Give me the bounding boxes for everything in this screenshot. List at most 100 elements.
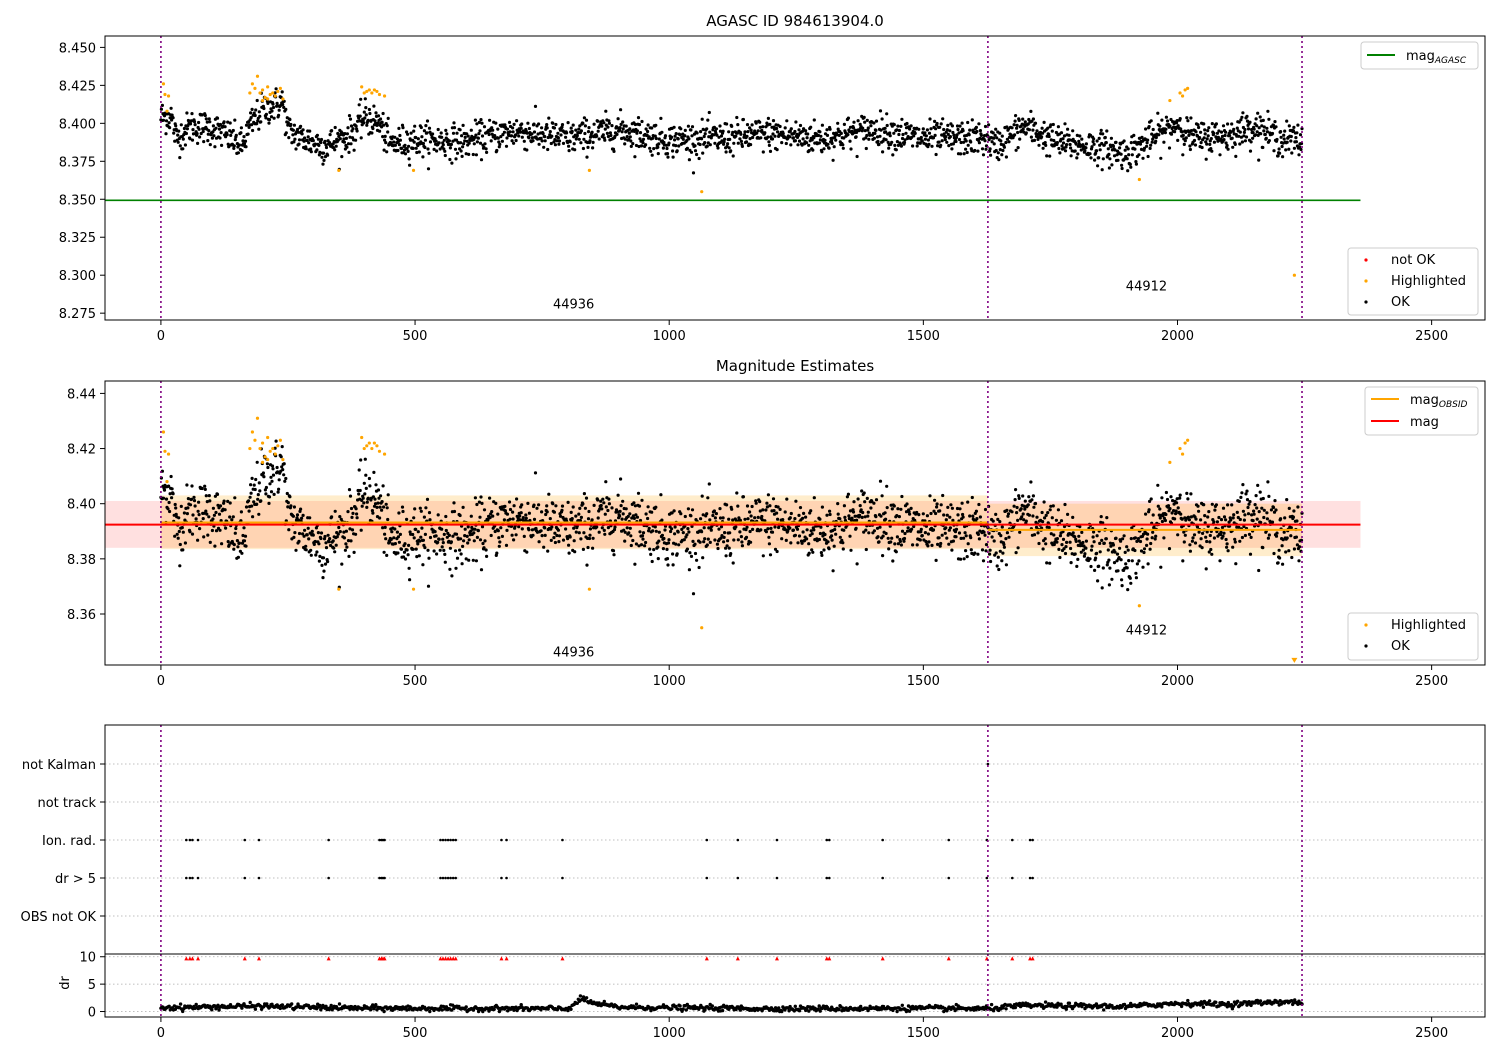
ok-point [383, 134, 387, 138]
ok-point [1098, 148, 1102, 152]
ok-point [397, 540, 401, 544]
ok-point [1231, 145, 1235, 149]
ok-point [218, 528, 222, 532]
ok-point [1158, 507, 1162, 511]
ok-point [687, 530, 691, 534]
ok-point [191, 128, 195, 132]
ok-point [427, 510, 432, 515]
ok-point [274, 439, 278, 443]
ok-point [510, 139, 514, 143]
ok-point [785, 119, 789, 123]
ok-point [348, 494, 353, 498]
ok-point [639, 543, 644, 547]
ok-point [423, 138, 427, 142]
ok-point [937, 140, 941, 144]
ok-point [579, 537, 583, 541]
ok-point [895, 535, 900, 539]
ok-point [842, 528, 846, 532]
dr-point [248, 1000, 252, 1005]
ok-point [1162, 536, 1166, 540]
ok-point [1017, 118, 1021, 122]
ok-point [557, 142, 561, 146]
ok-point [323, 534, 327, 539]
ok-point [746, 517, 750, 521]
ok-point [1104, 537, 1108, 541]
ok-point [201, 129, 205, 134]
ok-point [347, 150, 351, 154]
ok-point [421, 141, 425, 146]
ok-point [471, 152, 475, 157]
highlighted-point [258, 446, 262, 451]
ok-point [512, 504, 516, 508]
ok-point [307, 141, 311, 145]
ok-point [1096, 164, 1100, 168]
ok-point [766, 135, 770, 139]
ok-point [505, 127, 510, 131]
ok-point [1095, 149, 1099, 153]
ok-point [285, 491, 289, 496]
ok-point [698, 540, 702, 544]
ok-point [277, 108, 281, 112]
ok-point [192, 495, 196, 499]
ok-point [989, 153, 993, 157]
ok-point [1165, 119, 1170, 123]
ok-point [193, 504, 197, 508]
ok-point [685, 533, 689, 537]
ok-point [1213, 508, 1217, 512]
ok-point [602, 121, 606, 125]
ok-point [1120, 163, 1124, 167]
ok-point [167, 121, 171, 125]
dr-point [280, 1003, 285, 1007]
ok-point [676, 137, 680, 141]
ok-point [641, 137, 646, 141]
ok-point [364, 113, 368, 117]
ok-point [416, 530, 420, 534]
ok-point [797, 534, 802, 538]
ok-point [176, 140, 180, 144]
ok-point [1209, 547, 1213, 552]
ok-point [508, 507, 513, 512]
ok-point [900, 529, 905, 533]
ok-point [1245, 498, 1250, 502]
ok-point [1275, 531, 1279, 535]
ok-point [537, 503, 541, 507]
ok-point [474, 133, 478, 137]
ok-point [1194, 130, 1198, 134]
ok-point [428, 535, 433, 540]
ok-point [691, 539, 695, 544]
ok-point [641, 537, 645, 541]
ok-point [164, 497, 169, 501]
ok-point [463, 135, 467, 139]
ok-point [297, 142, 301, 146]
ok-point [1031, 128, 1035, 132]
ok-point [1192, 138, 1197, 143]
ok-point [726, 539, 730, 543]
ok-point [423, 532, 427, 537]
ok-point [823, 138, 827, 142]
ok-point [1041, 520, 1045, 524]
ok-point [838, 517, 842, 521]
ok-point [592, 503, 596, 507]
ok-point [284, 131, 288, 135]
ok-point [974, 125, 979, 129]
ok-point [925, 128, 930, 132]
ok-point [367, 107, 371, 112]
ok-point [531, 533, 535, 537]
ok-point [252, 111, 256, 115]
ok-point [806, 132, 810, 136]
ok-point [991, 131, 995, 135]
ok-point [1160, 118, 1164, 122]
ok-point [1118, 146, 1122, 150]
ok-point [1150, 536, 1154, 540]
ok-point [179, 504, 183, 508]
ok-point [965, 150, 969, 155]
ok-point [300, 516, 304, 520]
ok-point [1134, 571, 1138, 575]
ok-point [452, 121, 456, 125]
ok-point [500, 139, 504, 143]
ok-point [381, 526, 385, 530]
ok-point [199, 131, 203, 136]
ok-point [1294, 140, 1298, 144]
ok-point [628, 526, 632, 530]
ok-point [518, 130, 522, 134]
